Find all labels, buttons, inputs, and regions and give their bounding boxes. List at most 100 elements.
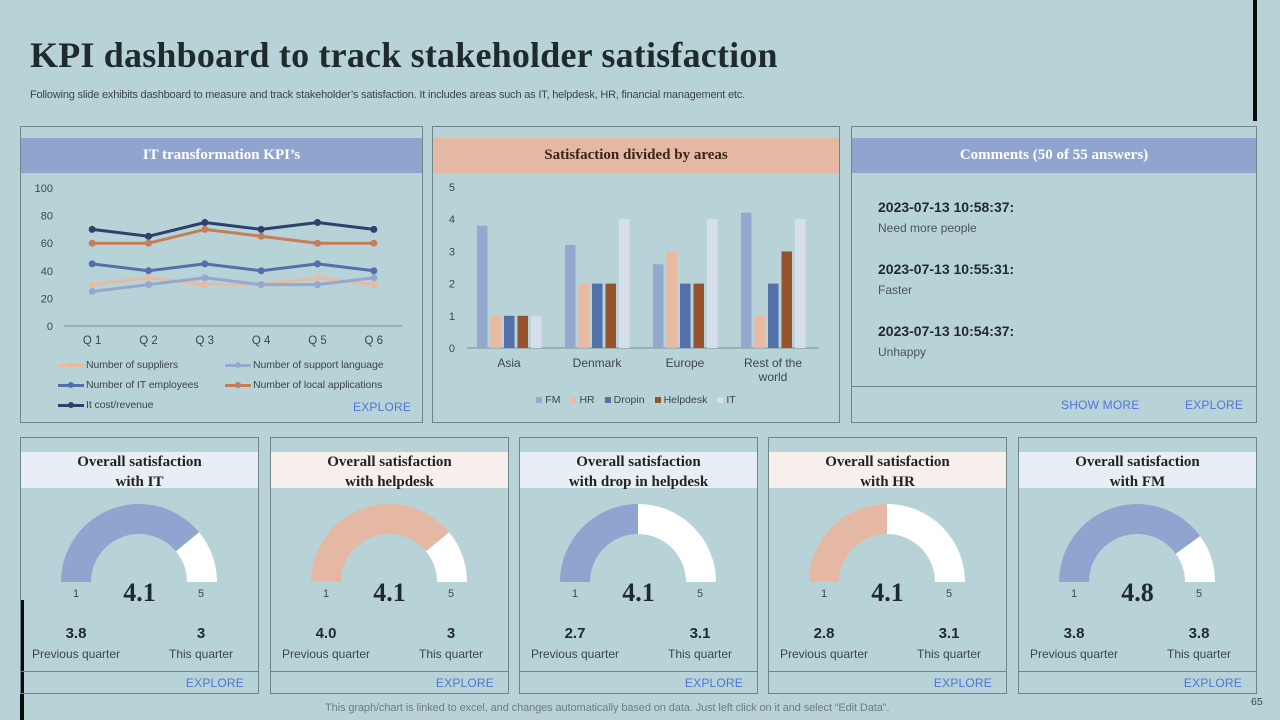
- gauge-remaining-arc: [638, 504, 716, 582]
- gauge-explore-link[interactable]: EXPLORE: [185, 676, 244, 690]
- data-point: [257, 225, 265, 233]
- x-tick-label: Q 6: [365, 335, 384, 347]
- gauge-divider: [21, 671, 258, 672]
- y-tick-label: 2: [449, 279, 455, 291]
- gauge-arc-chart: [1059, 504, 1215, 582]
- comments-explore-link[interactable]: EXPLORE: [1185, 398, 1244, 412]
- previous-quarter-value: 2.8: [813, 625, 835, 642]
- bar: [565, 244, 576, 348]
- data-point: [145, 239, 152, 247]
- x-tick-label: Q 5: [308, 335, 327, 347]
- legend-swatch: [58, 402, 84, 408]
- gauge-title: Overall satisfaction with IT: [21, 452, 258, 490]
- series-line-3: [92, 227, 374, 245]
- gauge-remaining-arc: [1175, 536, 1215, 582]
- this-quarter-label: This quarter: [168, 647, 234, 661]
- legend-item: Dropin: [604, 394, 645, 406]
- comment-item: 2023-07-13 10:58:37: Need more people: [878, 199, 1014, 235]
- series-line-1: [91, 276, 375, 293]
- data-point: [370, 239, 378, 247]
- bar: [477, 225, 488, 348]
- gauge-value: 4.8: [1121, 578, 1154, 607]
- legend-swatch: [58, 382, 84, 388]
- gauge-explore-link[interactable]: EXPLORE: [933, 676, 992, 690]
- previous-quarter-stat: 2.7 Previous quarter: [520, 625, 630, 661]
- bar: [531, 315, 542, 348]
- previous-quarter-stat: 2.8 Previous quarter: [769, 625, 879, 661]
- data-point: [88, 239, 96, 247]
- previous-quarter-label: Previous quarter: [1029, 647, 1119, 661]
- bar: [517, 315, 528, 348]
- data-point: [88, 281, 96, 289]
- gauge-max: 5: [198, 588, 205, 600]
- gauge-card: Overall satisfaction with FM 1 5 4.8 3.8 Previ…: [1018, 437, 1257, 694]
- gauge-title-line2: with HR: [860, 474, 915, 490]
- legend-item: HR: [570, 394, 595, 406]
- data-point: [314, 239, 321, 247]
- gauge-explore-link[interactable]: EXPLORE: [435, 676, 494, 690]
- this-quarter-value: 3.1: [689, 625, 711, 642]
- legend-swatch: [225, 382, 251, 388]
- gauge-fill-arc: [1059, 504, 1201, 582]
- gauge-explore-link[interactable]: EXPLORE: [1183, 676, 1242, 690]
- legend-label: It cost/revenue: [86, 399, 154, 411]
- bar-panel-header: Satisfaction divided by areas: [433, 138, 839, 173]
- gauge-remaining-arc: [175, 532, 217, 582]
- x-tick-label: Europe: [666, 356, 705, 370]
- legend-label: Number of suppliers: [86, 359, 179, 371]
- bar: [768, 283, 779, 348]
- gauge-arc-chart: [809, 504, 965, 582]
- legend-item: IT: [717, 394, 736, 406]
- page-subtitle: Following slide exhibits dashboard to me…: [30, 89, 745, 101]
- gauge-title: Overall satisfaction with HR: [769, 452, 1006, 490]
- legend-item: FM: [536, 394, 560, 406]
- page-number: 65: [1251, 696, 1263, 708]
- gauge-divider: [520, 671, 757, 672]
- it-panel-explore-link[interactable]: EXPLORE: [353, 400, 412, 414]
- this-quarter-stat: 3.1 This quarter: [645, 625, 755, 661]
- gauge-min: 1: [323, 588, 330, 600]
- data-point: [201, 219, 209, 226]
- this-quarter-stat: 3.8 This quarter: [1144, 625, 1254, 661]
- gauge-arc-chart: [560, 504, 716, 582]
- gauge-value: 4.1: [123, 578, 156, 607]
- legend-label: HR: [579, 394, 595, 406]
- y-tick-label: 20: [41, 293, 53, 305]
- gauge-title-line2: with FM: [1109, 474, 1166, 490]
- gauge-divider: [271, 671, 508, 672]
- gauge-arc-chart: [61, 504, 217, 582]
- previous-quarter-stat: 3.8 Previous quarter: [1019, 625, 1129, 661]
- this-quarter-value: 3: [196, 625, 206, 642]
- data-point: [201, 260, 209, 268]
- gauge-max: 5: [448, 588, 455, 600]
- data-point: [88, 288, 96, 295]
- data-point: [201, 281, 209, 289]
- y-tick-label: 40: [41, 266, 53, 278]
- data-point: [314, 274, 321, 282]
- legend-swatch: [604, 397, 611, 403]
- y-tick-label: 4: [449, 214, 455, 226]
- x-tick-label: Q 1: [83, 335, 102, 347]
- previous-quarter-label: Previous quarter: [779, 647, 869, 661]
- previous-quarter-label: Previous quarter: [530, 647, 620, 661]
- gauge-title-line2: with helpdesk: [345, 474, 434, 490]
- this-quarter-stat: 3.1 This quarter: [894, 625, 1004, 661]
- show-more-link[interactable]: SHOW MORE: [1061, 398, 1140, 412]
- legend-item: Number of IT employees: [58, 379, 199, 391]
- data-point: [257, 267, 265, 275]
- gauge-max: 5: [1196, 588, 1203, 600]
- previous-quarter-value: 2.7: [564, 625, 586, 642]
- legend-label: Dropin: [613, 394, 645, 406]
- gauge-card: Overall satisfaction with IT 1 5 4.1 3.8 Previ…: [20, 437, 259, 694]
- bar: [578, 283, 589, 348]
- gauge-explore-link[interactable]: EXPLORE: [684, 676, 743, 690]
- legend-label: Number of IT employees: [86, 379, 199, 391]
- legend-swatch: [717, 397, 724, 403]
- gauge-min: 1: [1071, 588, 1078, 600]
- data-point: [145, 267, 152, 275]
- series-line-2: [91, 262, 375, 273]
- gauge-title-line1: Overall satisfaction: [825, 454, 950, 470]
- it-transformation-panel: IT transformation KPI’s 0 20 40 60 80 100 Q 1 Q…: [20, 126, 423, 423]
- x-tick-label: Q 4: [252, 335, 271, 347]
- gauge-fill-arc: [560, 504, 638, 582]
